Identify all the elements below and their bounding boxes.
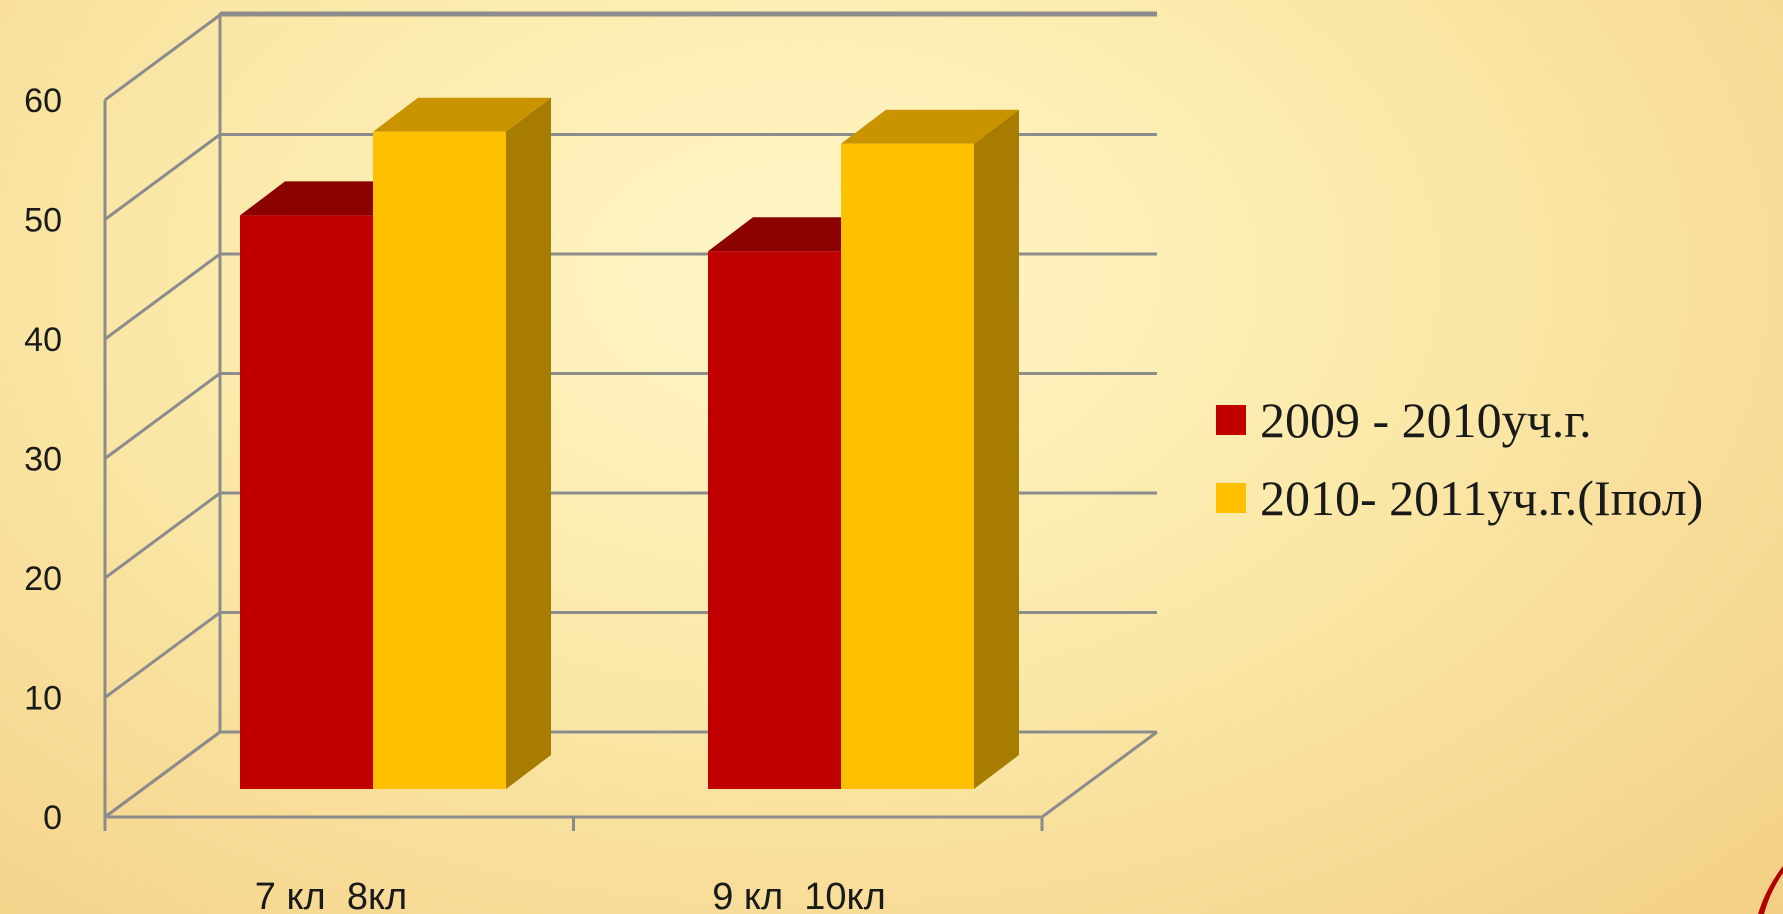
legend-label: 2009 - 2010уч.г. (1260, 392, 1592, 448)
x-axis-categories: 7 кл 8кл 9 кл 10кл (255, 876, 886, 914)
bar (240, 215, 373, 789)
bar-top-face (373, 97, 551, 132)
gridline-side (104, 491, 221, 580)
y-tick-label: 10 (24, 680, 62, 718)
y-tick-label: 60 (24, 82, 62, 120)
y-axis-ticks: 0 10 20 30 40 50 60 (24, 82, 62, 837)
y-tick-label: 30 (24, 441, 62, 479)
legend-label: 2010- 2011уч.г.(Іпол) (1260, 470, 1703, 526)
bar-side-face (974, 109, 1019, 789)
floor-right-edge (1041, 730, 1158, 819)
corner-accent (1758, 866, 1783, 914)
bar (708, 251, 841, 789)
gridline-side (104, 611, 221, 699)
bar (841, 143, 974, 789)
gridline-side (104, 133, 221, 221)
chart-legend: 2009 - 2010уч.г. 2010- 2011уч.г.(Іпол) (1216, 392, 1703, 526)
legend-swatch (1216, 483, 1246, 513)
bar-side-face (506, 97, 551, 789)
bar-top-face (841, 109, 1019, 144)
gridline-side (104, 730, 221, 819)
y-tick-label: 20 (24, 560, 62, 598)
y-tick-label: 40 (24, 321, 62, 359)
gridline-side (104, 372, 221, 460)
chart-bars (240, 97, 1019, 789)
gridline-side (104, 13, 221, 102)
legend-swatch (1216, 405, 1246, 435)
bar (373, 131, 506, 789)
x-category-label: 7 кл 8кл (255, 876, 407, 914)
y-tick-label: 50 (24, 202, 62, 240)
x-category-label: 9 кл 10кл (712, 876, 886, 914)
gridline-side (104, 252, 221, 341)
y-tick-label: 0 (43, 799, 62, 837)
